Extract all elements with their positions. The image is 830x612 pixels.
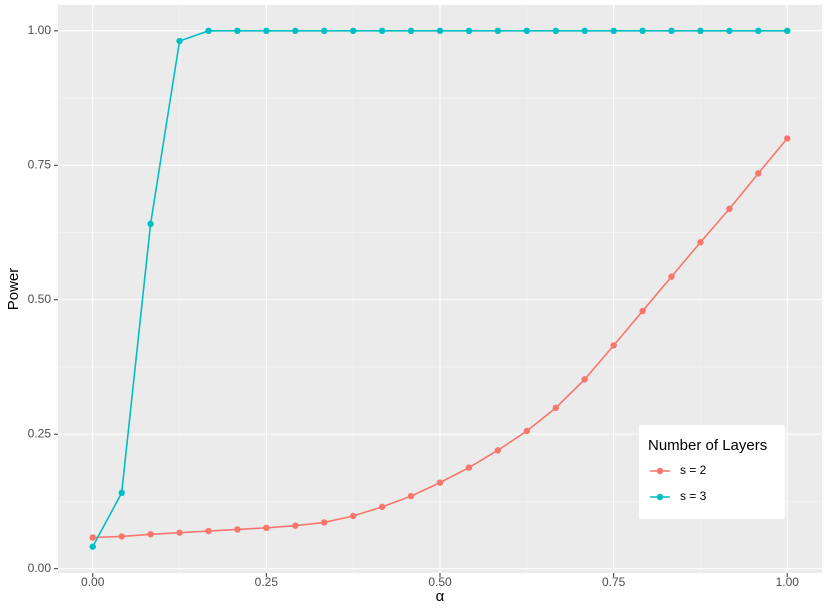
legend: Number of Layers s = 2 s = 3	[639, 425, 785, 519]
point	[784, 27, 791, 35]
point	[89, 534, 96, 541]
point	[176, 37, 183, 45]
point	[639, 27, 646, 35]
point	[205, 27, 212, 35]
point	[407, 492, 415, 500]
point	[436, 27, 444, 35]
legend-point	[656, 493, 664, 501]
point	[639, 307, 646, 315]
point	[552, 27, 559, 35]
x-axis-title: α	[436, 588, 445, 605]
point	[205, 527, 212, 535]
point	[263, 27, 270, 35]
point	[726, 205, 733, 213]
y-tick-label: 1.00	[28, 23, 52, 37]
point	[436, 479, 444, 486]
point	[581, 27, 588, 35]
legend-box	[639, 425, 785, 519]
point	[147, 531, 154, 538]
point	[755, 170, 762, 177]
point	[234, 526, 241, 533]
point	[89, 543, 96, 550]
point	[349, 512, 357, 520]
point	[465, 464, 473, 471]
point	[610, 342, 617, 349]
point	[697, 239, 704, 246]
x-tick-label: 0.75	[602, 575, 626, 589]
x-tick-label: 0.50	[428, 575, 452, 589]
point	[494, 27, 502, 35]
point	[292, 522, 299, 529]
y-tick-label: 0.50	[28, 292, 52, 306]
point	[610, 27, 617, 35]
legend-point	[656, 467, 664, 475]
point	[118, 533, 125, 540]
point	[697, 27, 704, 35]
point	[755, 27, 762, 35]
point	[523, 427, 531, 435]
legend-title: Number of Layers	[648, 437, 767, 454]
point	[552, 404, 559, 412]
point	[581, 376, 588, 383]
point	[668, 27, 675, 35]
point	[321, 27, 328, 35]
point	[118, 489, 125, 497]
point	[407, 27, 415, 35]
point	[378, 503, 386, 511]
x-tick-label: 0.00	[81, 575, 105, 589]
x-tick-label: 1.00	[776, 575, 800, 589]
point	[321, 519, 328, 526]
y-tick-label: 0.25	[28, 426, 52, 440]
point	[668, 273, 675, 280]
point	[234, 27, 241, 35]
point	[726, 27, 733, 35]
point	[176, 529, 183, 536]
point	[784, 135, 791, 142]
x-tick-label: 0.25	[255, 575, 279, 589]
point	[465, 27, 473, 35]
legend-label: s = 3	[680, 489, 707, 503]
y-tick-label: 0.00	[28, 561, 52, 575]
plot	[89, 27, 791, 550]
y-tick-label: 0.75	[28, 157, 52, 171]
point	[378, 27, 386, 35]
point	[263, 524, 270, 532]
y-axis-title: Power	[5, 268, 22, 311]
point	[349, 27, 357, 35]
point	[494, 447, 502, 454]
point	[292, 27, 299, 35]
point	[147, 220, 154, 228]
legend-label: s = 2	[680, 463, 707, 477]
point	[523, 27, 531, 35]
